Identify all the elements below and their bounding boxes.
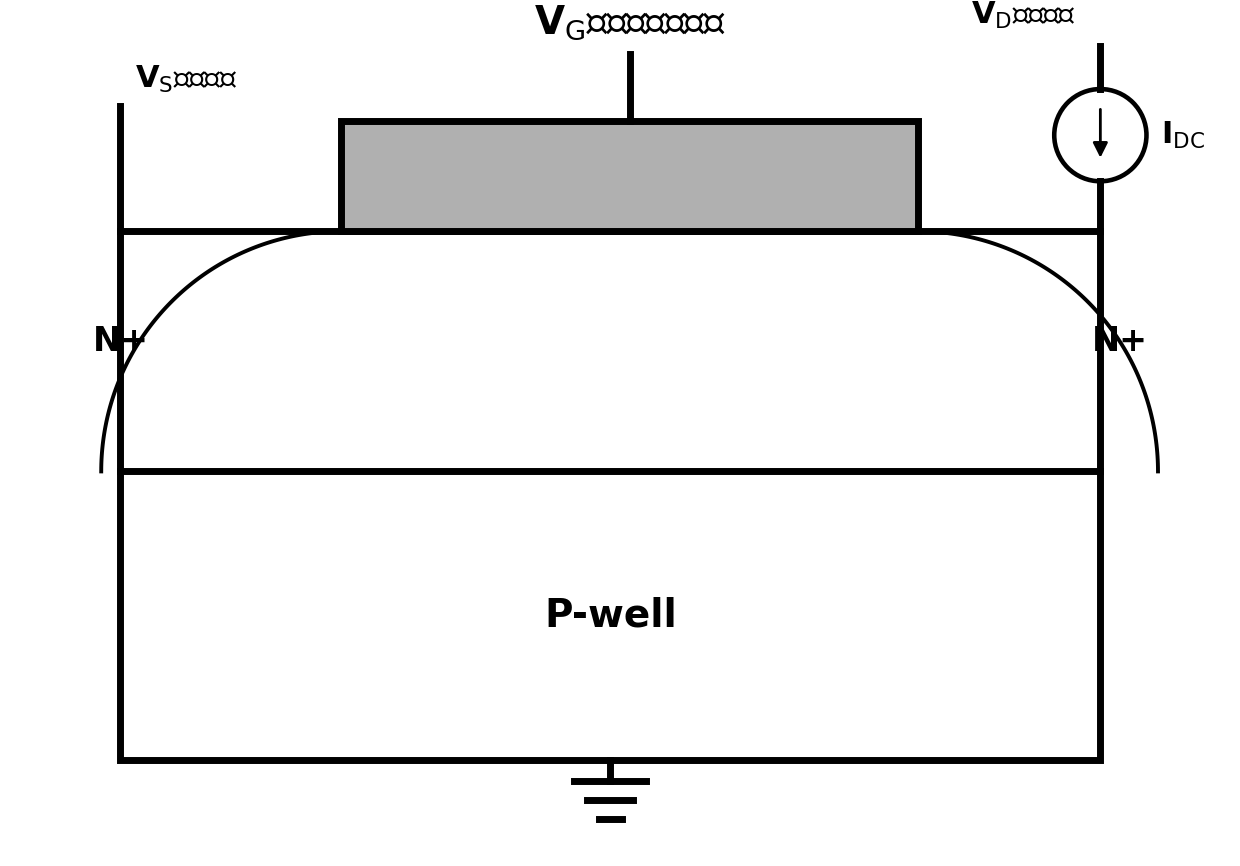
Text: N+: N+ <box>1091 326 1147 359</box>
Bar <box>120 231 1100 759</box>
Text: V$_\mathrm{S}$（悬浮）: V$_\mathrm{S}$（悬浮） <box>135 64 237 94</box>
Text: V$_\mathrm{D}$（扫描）: V$_\mathrm{D}$（扫描） <box>971 0 1076 31</box>
Text: V$_\mathrm{G}$（固定较大値）: V$_\mathrm{G}$（固定较大値） <box>534 3 725 42</box>
Text: N+: N+ <box>93 326 149 359</box>
Text: P-well: P-well <box>544 597 677 635</box>
Bar <box>341 120 918 231</box>
Text: I$_\mathrm{DC}$: I$_\mathrm{DC}$ <box>1161 120 1205 151</box>
